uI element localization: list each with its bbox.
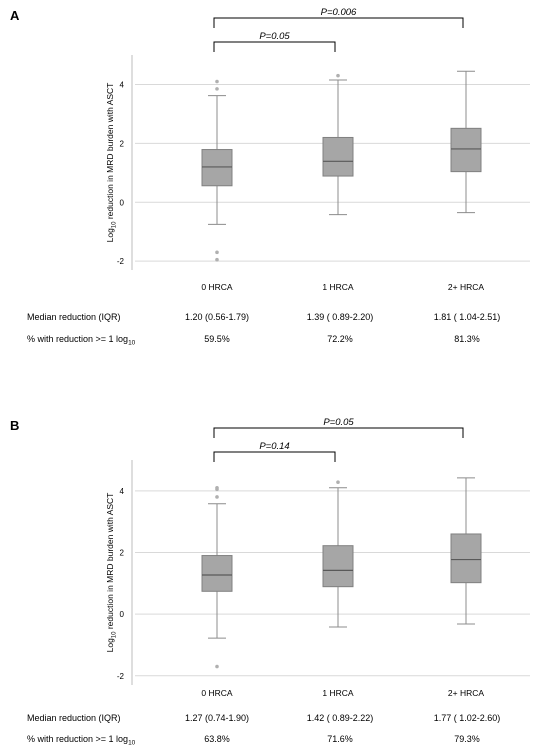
- box-2: [322, 73, 354, 216]
- y-tick-label: 2: [120, 548, 125, 557]
- stat-value: 72.2%: [327, 334, 353, 344]
- box-1: [201, 485, 233, 669]
- stat-value: 1.77 ( 1.02-2.60): [434, 713, 501, 723]
- category-label: 2+ HRCA: [448, 688, 484, 698]
- box-3: [450, 70, 482, 214]
- iqr-box: [450, 127, 482, 173]
- stat-value: 1.39 ( 0.89-2.20): [307, 312, 374, 322]
- p-value-label: P=0.05: [259, 31, 290, 42]
- category-label: 1 HRCA: [322, 688, 354, 698]
- stat-row-label: Median reduction (IQR): [27, 312, 121, 322]
- y-axis-label: Log10 reduction in MRD burden with ASCT: [105, 493, 118, 653]
- iqr-box: [322, 545, 354, 588]
- stat-value: 1.81 ( 1.04-2.51): [434, 312, 501, 322]
- outlier-point: [215, 79, 219, 84]
- y-tick-label: -2: [117, 257, 125, 266]
- stat-value: 63.8%: [204, 734, 230, 744]
- p-value-label: P=0.006: [321, 7, 357, 18]
- outlier-point: [215, 485, 219, 490]
- panel-label: A: [10, 8, 20, 23]
- stat-value: 1.20 (0.56-1.79): [185, 312, 249, 322]
- iqr-box: [201, 555, 233, 592]
- y-tick-label: 2: [120, 139, 125, 148]
- y-tick-label: 0: [120, 198, 125, 207]
- box-3: [450, 477, 482, 625]
- p-value-label: P=0.14: [259, 441, 289, 452]
- outlier-point: [215, 495, 219, 499]
- panel-label: B: [10, 418, 19, 433]
- stat-value: 1.27 (0.74-1.90): [185, 713, 249, 723]
- comparison-bracket: [213, 17, 464, 28]
- stat-row-label: Median reduction (IQR): [27, 713, 121, 723]
- y-axis-label: Log10 reduction in MRD burden with ASCT: [105, 83, 118, 243]
- stat-value: 59.5%: [204, 334, 230, 344]
- box-2: [322, 480, 354, 628]
- outlier-point: [215, 250, 219, 255]
- stat-value: 81.3%: [454, 334, 480, 344]
- comparison-bracket: [213, 451, 336, 462]
- comparison-bracket: [213, 427, 464, 438]
- y-tick-label: 4: [120, 487, 125, 496]
- y-tick-label: 0: [120, 610, 125, 619]
- category-label: 1 HRCA: [322, 282, 354, 292]
- outlier-point: [336, 73, 340, 78]
- y-tick-label: -2: [117, 672, 125, 681]
- stat-value: 1.42 ( 0.89-2.22): [307, 713, 374, 723]
- stat-row-label: % with reduction >= 1 log10: [27, 334, 136, 347]
- stat-row-label: % with reduction >= 1 log10: [27, 734, 136, 747]
- y-tick-label: 4: [120, 80, 125, 89]
- stat-value: 71.6%: [327, 734, 353, 744]
- iqr-box: [201, 149, 233, 187]
- outlier-point: [215, 257, 219, 262]
- category-label: 2+ HRCA: [448, 282, 484, 292]
- box-1: [201, 79, 233, 262]
- p-value-label: P=0.05: [323, 417, 354, 428]
- comparison-bracket: [213, 41, 336, 52]
- iqr-box: [450, 533, 482, 584]
- category-label: 0 HRCA: [201, 688, 233, 698]
- stat-value: 79.3%: [454, 734, 480, 744]
- outlier-point: [336, 480, 340, 484]
- category-label: 0 HRCA: [201, 282, 233, 292]
- outlier-point: [215, 87, 219, 91]
- iqr-box: [322, 136, 354, 177]
- outlier-point: [215, 664, 219, 669]
